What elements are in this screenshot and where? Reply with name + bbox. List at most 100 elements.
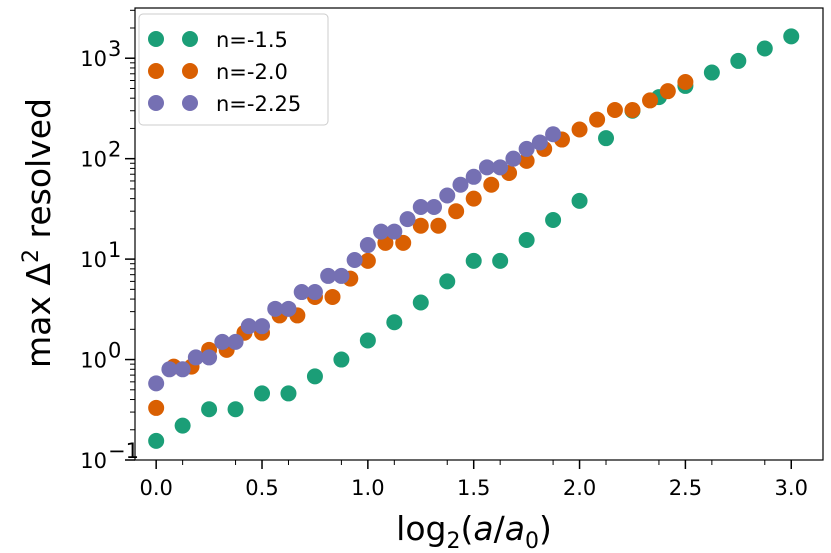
y-tick-exponent: −1 [108, 439, 139, 463]
data-point-n=-2.25-4 [201, 349, 218, 366]
data-point-n=-2.25-10 [280, 300, 297, 317]
legend-marker-left [148, 31, 164, 47]
data-point-n=-2.25-9 [267, 300, 284, 317]
legend-marker-left [148, 63, 164, 79]
data-point-n=-2.25-23 [452, 176, 469, 193]
data-point-n=-2.0-10 [324, 288, 341, 305]
data-point-n=-2.25-1 [161, 361, 178, 378]
data-point-n=-2.25-13 [320, 267, 337, 284]
x-tick-label: 2.0 [563, 476, 596, 500]
data-point-n=-2.0-16 [430, 217, 447, 234]
data-point-n=-2.25-17 [373, 223, 390, 240]
data-point-n=-1.5-5 [280, 385, 297, 402]
data-point-n=-2.25-6 [227, 333, 244, 350]
legend-marker-left [148, 95, 164, 111]
data-point-n=-1.5-1 [174, 417, 191, 434]
legend-label: n=-1.5 [216, 28, 288, 52]
data-point-n=-2.25-8 [254, 318, 271, 335]
legend-marker-right [182, 95, 198, 111]
x-tick-label: 1.5 [457, 476, 490, 500]
x-tick-label: 1.0 [351, 476, 384, 500]
data-point-n=-1.5-11 [439, 273, 456, 290]
legend-label: n=-2.0 [216, 60, 288, 84]
data-point-n=-2.25-30 [545, 126, 562, 143]
data-point-n=-2.25-11 [293, 284, 310, 301]
data-point-n=-2.25-18 [386, 223, 403, 240]
data-point-n=-2.25-26 [492, 159, 509, 176]
data-point-n=-2.25-21 [426, 199, 443, 216]
data-point-n=-1.5-14 [518, 231, 535, 248]
data-point-n=-2.25-7 [240, 318, 257, 335]
data-point-n=-2.25-15 [346, 251, 363, 268]
data-point-n=-2.0-0 [148, 399, 165, 416]
data-point-n=-2.25-14 [333, 267, 350, 284]
data-point-n=-2.25-20 [412, 199, 429, 216]
y-tick-exponent: 1 [108, 238, 121, 262]
data-point-n=-1.5-4 [254, 385, 271, 402]
data-point-n=-1.5-12 [465, 252, 482, 269]
data-point-n=-2.0-30 [677, 73, 694, 90]
x-tick-label: 0.5 [245, 476, 278, 500]
data-point-n=-2.25-2 [174, 361, 191, 378]
data-point-n=-1.5-7 [333, 351, 350, 368]
data-point-n=-1.5-21 [703, 64, 720, 81]
data-point-n=-2.25-0 [148, 375, 165, 392]
data-point-n=-2.25-25 [478, 159, 495, 176]
data-point-n=-1.5-0 [148, 432, 165, 449]
y-axis-label: max Δ2 resolved [19, 98, 58, 368]
y-tick-exponent: 3 [108, 37, 121, 61]
plot-frame [134, 7, 824, 461]
data-point-n=-2.0-12 [359, 252, 376, 269]
y-tick-exponent: 0 [108, 339, 121, 363]
data-point-n=-1.5-16 [571, 192, 588, 209]
data-point-n=-1.5-10 [412, 294, 429, 311]
data-point-n=-2.0-27 [624, 102, 641, 119]
data-points [148, 28, 800, 449]
y-tick-label: 10 [80, 449, 107, 473]
legend-label: n=-2.25 [216, 92, 301, 116]
data-point-n=-2.25-19 [399, 211, 416, 228]
data-point-n=-1.5-2 [201, 401, 218, 418]
data-point-n=-1.5-17 [598, 130, 615, 147]
data-point-n=-2.25-12 [306, 284, 323, 301]
y-tick-label: 10 [80, 47, 107, 71]
data-point-n=-1.5-15 [545, 212, 562, 229]
legend: n=-1.5 n=-2.0 n=-2.25 [138, 13, 329, 126]
data-point-n=-2.25-5 [214, 333, 231, 350]
data-point-n=-1.5-13 [492, 252, 509, 269]
x-tick-label: 3.0 [775, 476, 808, 500]
data-point-n=-1.5-23 [756, 40, 773, 57]
data-point-n=-2.0-17 [448, 203, 465, 220]
data-point-n=-2.25-27 [505, 150, 522, 167]
y-tick-label: 10 [80, 148, 107, 172]
data-point-n=-1.5-3 [227, 401, 244, 418]
data-point-n=-2.25-22 [439, 187, 456, 204]
data-point-n=-2.25-24 [465, 168, 482, 185]
x-tick-label: 2.5 [669, 476, 702, 500]
data-point-n=-2.0-29 [659, 83, 676, 100]
data-point-n=-1.5-22 [730, 52, 747, 69]
data-point-n=-2.0-15 [412, 217, 429, 234]
y-tick-label: 10 [80, 248, 107, 272]
data-point-n=-2.25-29 [531, 134, 548, 151]
data-point-n=-2.0-18 [465, 190, 482, 207]
data-point-n=-2.0-21 [518, 152, 535, 169]
data-point-n=-2.0-26 [606, 102, 623, 119]
legend-marker-right [182, 31, 198, 47]
data-point-n=-2.0-19 [483, 176, 500, 193]
data-point-n=-2.0-14 [395, 234, 412, 251]
data-point-n=-2.0-24 [571, 121, 588, 138]
data-point-n=-1.5-24 [783, 28, 800, 45]
data-point-n=-2.25-28 [518, 140, 535, 157]
data-point-n=-2.25-16 [359, 237, 376, 254]
y-tick-label: 10 [80, 349, 107, 373]
data-point-n=-2.0-28 [642, 92, 659, 109]
data-point-n=-1.5-8 [359, 332, 376, 349]
data-point-n=-1.5-9 [386, 314, 403, 331]
x-tick-label: 0.0 [139, 476, 172, 500]
data-point-n=-1.5-6 [306, 368, 323, 385]
legend-marker-right [182, 63, 198, 79]
y-tick-exponent: 2 [108, 138, 121, 162]
